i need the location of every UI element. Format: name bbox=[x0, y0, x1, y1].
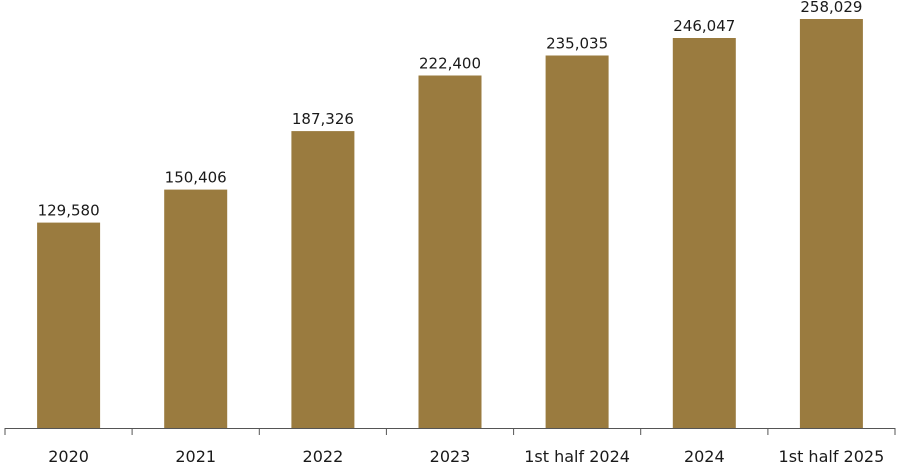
x-tick-label-3: 2023 bbox=[430, 447, 471, 466]
bar-1 bbox=[164, 189, 228, 428]
value-labels-group: 129,580 150,406 187,326 222,400 235,035 246,0… bbox=[38, 0, 863, 220]
bar-2 bbox=[291, 131, 355, 428]
value-label-4: 235,035 bbox=[546, 35, 608, 53]
x-tick-label-0: 2020 bbox=[48, 447, 89, 466]
value-label-2: 187,326 bbox=[292, 110, 354, 128]
bar-6 bbox=[799, 19, 863, 428]
x-tick-label-4: 1st half 2024 bbox=[524, 447, 630, 466]
x-axis bbox=[4, 428, 896, 435]
value-label-0: 129,580 bbox=[38, 202, 100, 220]
x-tick-labels-group: 2020 2021 2022 2023 1st half 2024 2024 1st hal… bbox=[48, 447, 884, 466]
bar-5 bbox=[672, 38, 736, 428]
x-tick-label-1: 2021 bbox=[175, 447, 216, 466]
x-tick-label-6: 1st half 2025 bbox=[779, 447, 885, 466]
bar-0 bbox=[37, 222, 101, 428]
value-label-3: 222,400 bbox=[419, 55, 481, 73]
value-label-5: 246,047 bbox=[673, 17, 735, 35]
x-tick-label-2: 2022 bbox=[303, 447, 344, 466]
bar-3 bbox=[418, 75, 482, 428]
value-label-1: 150,406 bbox=[165, 169, 227, 187]
bars-group bbox=[37, 19, 863, 428]
value-label-6: 258,029 bbox=[800, 0, 862, 16]
bar-4 bbox=[545, 55, 609, 428]
x-tick-label-5: 2024 bbox=[684, 447, 725, 466]
